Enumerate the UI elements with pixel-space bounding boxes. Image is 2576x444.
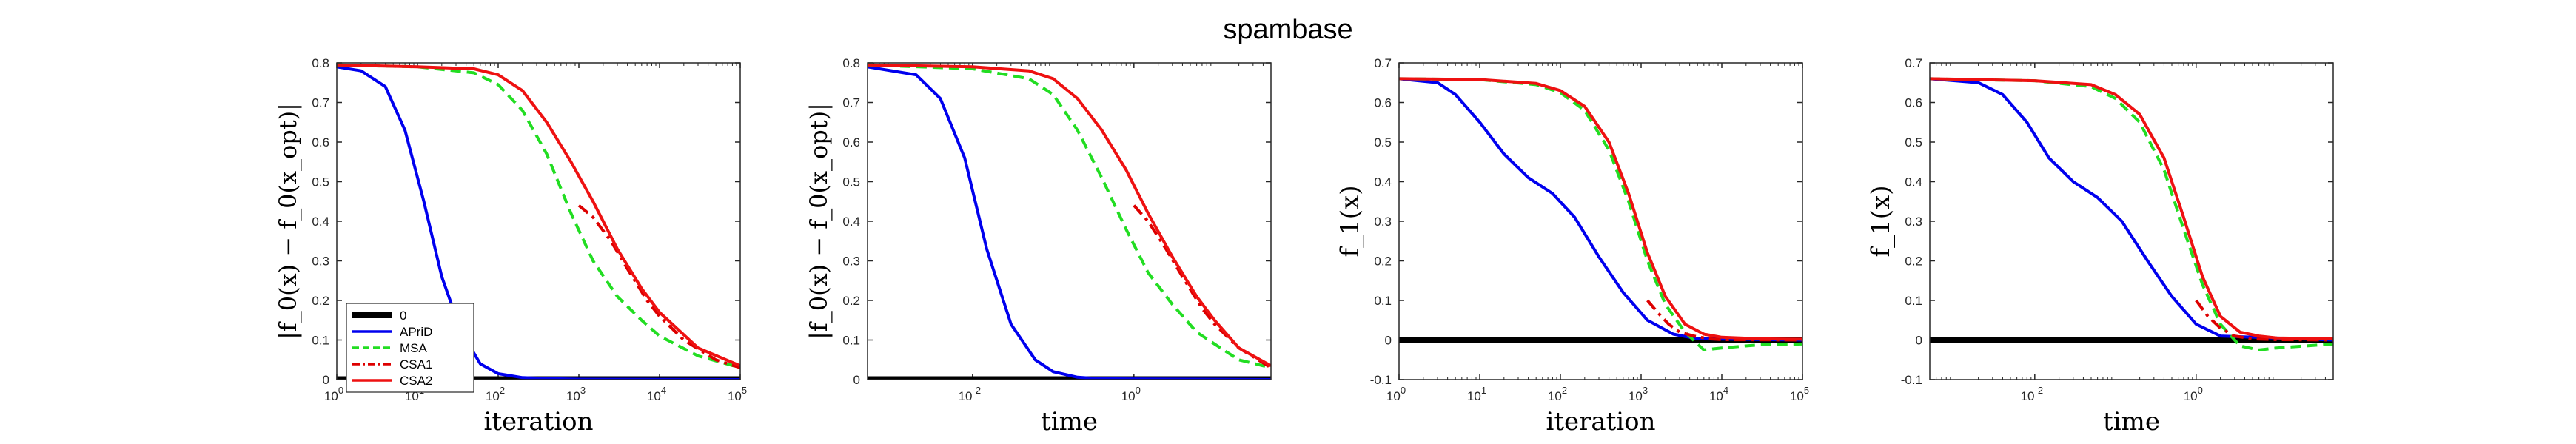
- y-axis-label: f_1(x): [1335, 186, 1365, 258]
- x-tick-label: 102: [1548, 385, 1567, 403]
- y-tick-label: 0.4: [312, 215, 329, 229]
- y-tick-label: -0.1: [1901, 373, 1922, 387]
- figure-title: spambase: [1223, 14, 1352, 45]
- y-axis-label: f_1(x): [1866, 186, 1896, 258]
- series-line-csa2: [868, 63, 1271, 368]
- legend-label-0: 0: [400, 309, 406, 323]
- series-line-csa1: [577, 204, 740, 369]
- series-line-msa: [868, 63, 1271, 369]
- y-tick-label: 0.7: [842, 96, 860, 110]
- series-line-csa1: [1646, 299, 1802, 342]
- y-tick-label: 0.7: [312, 96, 329, 110]
- x-tick-label: 103: [566, 385, 586, 403]
- legend-label-aprid: APriD: [400, 325, 432, 339]
- x-tick-label: 105: [728, 385, 747, 403]
- y-tick-label: 0.6: [1905, 96, 1922, 110]
- x-tick-label: 10-2: [959, 385, 981, 403]
- series-line-msa: [1399, 77, 1802, 352]
- y-tick-label: 0.8: [312, 56, 329, 70]
- x-tick-label: 10-2: [2021, 385, 2043, 403]
- y-tick-label: 0.3: [1374, 215, 1392, 229]
- axes-frame: [867, 62, 1272, 380]
- x-tick-label: 100: [1121, 385, 1141, 403]
- x-axis-label: iteration: [483, 407, 593, 437]
- y-tick-label: 0.1: [312, 334, 329, 348]
- series-line-aprid: [1930, 77, 2333, 342]
- y-tick-label: 0.3: [312, 255, 329, 269]
- legend-label-msa: MSA: [400, 341, 428, 355]
- x-tick-label: 103: [1629, 385, 1648, 403]
- y-tick-label: 0.3: [842, 255, 860, 269]
- series-line-csa2: [1930, 77, 2333, 340]
- x-tick-label: 104: [647, 385, 666, 403]
- y-tick-label: 0.7: [1905, 56, 1922, 70]
- x-axis-label: time: [2103, 407, 2160, 437]
- x-tick-label: 100: [1386, 385, 1406, 403]
- y-tick-label: 0.5: [312, 175, 329, 189]
- chart-panel-4: -0.1 0 0.1 0.2 0.3 0.4 0.5 0.6 0.7 10-2 100 time f_1…: [1866, 56, 2334, 437]
- y-tick-label: 0.2: [1905, 255, 1922, 269]
- x-tick-label: 102: [486, 385, 505, 403]
- series-line-csa2: [337, 63, 740, 368]
- y-tick-label: 0.5: [1374, 135, 1392, 149]
- y-tick-label: 0.8: [842, 56, 860, 70]
- y-tick-label: 0.2: [312, 294, 329, 308]
- y-tick-label: 0.3: [1905, 215, 1922, 229]
- chart-panel-1: 00.10.20.30.40.50.60.70.8100101102103104…: [274, 56, 747, 437]
- x-tick-label: 100: [2184, 385, 2203, 403]
- y-tick-label: 0.4: [1905, 175, 1922, 189]
- x-tick-label: 105: [1790, 385, 1809, 403]
- x-tick-label: 100: [324, 385, 343, 403]
- x-axis-label: iteration: [1546, 407, 1655, 437]
- y-tick-label: 0.1: [1374, 294, 1392, 308]
- y-tick-label: 0.6: [312, 135, 329, 149]
- series-line-csa1: [1133, 204, 1271, 369]
- axes-frame: [336, 62, 741, 380]
- legend: 0 APriD MSA CSA1 CSA2: [346, 303, 474, 393]
- y-tick-label: 0: [853, 373, 860, 387]
- y-tick-label: 0: [1385, 334, 1392, 348]
- y-tick-label: 0.6: [1374, 96, 1392, 110]
- plot-area: [868, 63, 1271, 380]
- y-tick-label: 0: [323, 373, 329, 387]
- panels: 0 0.1 0.2 0.3 0.4 0.5 0.6 0.7 0.8 100 101 102 103 104…: [274, 56, 2334, 437]
- y-tick-label: -0.1: [1370, 373, 1392, 387]
- series-group: [1930, 77, 2333, 352]
- plot-area: [1930, 63, 2333, 380]
- y-tick-label: 0.7: [1374, 56, 1392, 70]
- y-tick-label: 0.4: [842, 215, 860, 229]
- series-line-aprid: [1399, 77, 1802, 342]
- plot-area: [1399, 63, 1802, 380]
- x-tick-label: 104: [1709, 385, 1728, 403]
- chart-panel-3: -0.1 0 0.1 0.2 0.3 0.4 0.5 0.6 0.7 100 101 102 103 10…: [1335, 56, 1809, 437]
- series-line-csa2: [1399, 77, 1802, 341]
- chart-panel-2: 0 0.1 0.2 0.3 0.4 0.5 0.6 0.7 0.8 10-2 100 time |f_0…: [805, 56, 1272, 437]
- y-tick-label: 0.1: [842, 334, 860, 348]
- series-line-msa: [337, 63, 740, 369]
- x-tick-label: 101: [1467, 385, 1486, 403]
- y-tick-label: 0.5: [1905, 135, 1922, 149]
- series-line-msa: [1930, 77, 2333, 352]
- y-axis-label: |f_0(x) − f_0(x_opt)|: [805, 103, 833, 340]
- axes-frame: [1398, 62, 1803, 380]
- y-tick-label: 0.6: [842, 135, 860, 149]
- y-tick-label: 0.2: [842, 294, 860, 308]
- x-axis-label: time: [1041, 407, 1098, 437]
- y-tick-label: 0.2: [1374, 255, 1392, 269]
- y-tick-label: 0: [1916, 334, 1922, 348]
- y-tick-label: 0.5: [842, 175, 860, 189]
- legend-label-csa1: CSA1: [400, 357, 432, 371]
- y-tick-label: 0.1: [1905, 294, 1922, 308]
- series-line-aprid: [868, 65, 1271, 380]
- axes-frame: [1929, 62, 2334, 380]
- series-group: [1399, 77, 1802, 352]
- legend-label-csa2: CSA2: [400, 374, 432, 388]
- series-line-csa1: [2195, 299, 2333, 342]
- series-group: [868, 63, 1271, 380]
- y-tick-label: 0.4: [1374, 175, 1392, 189]
- y-axis-label: |f_0(x) − f_0(x_opt)|: [274, 103, 302, 340]
